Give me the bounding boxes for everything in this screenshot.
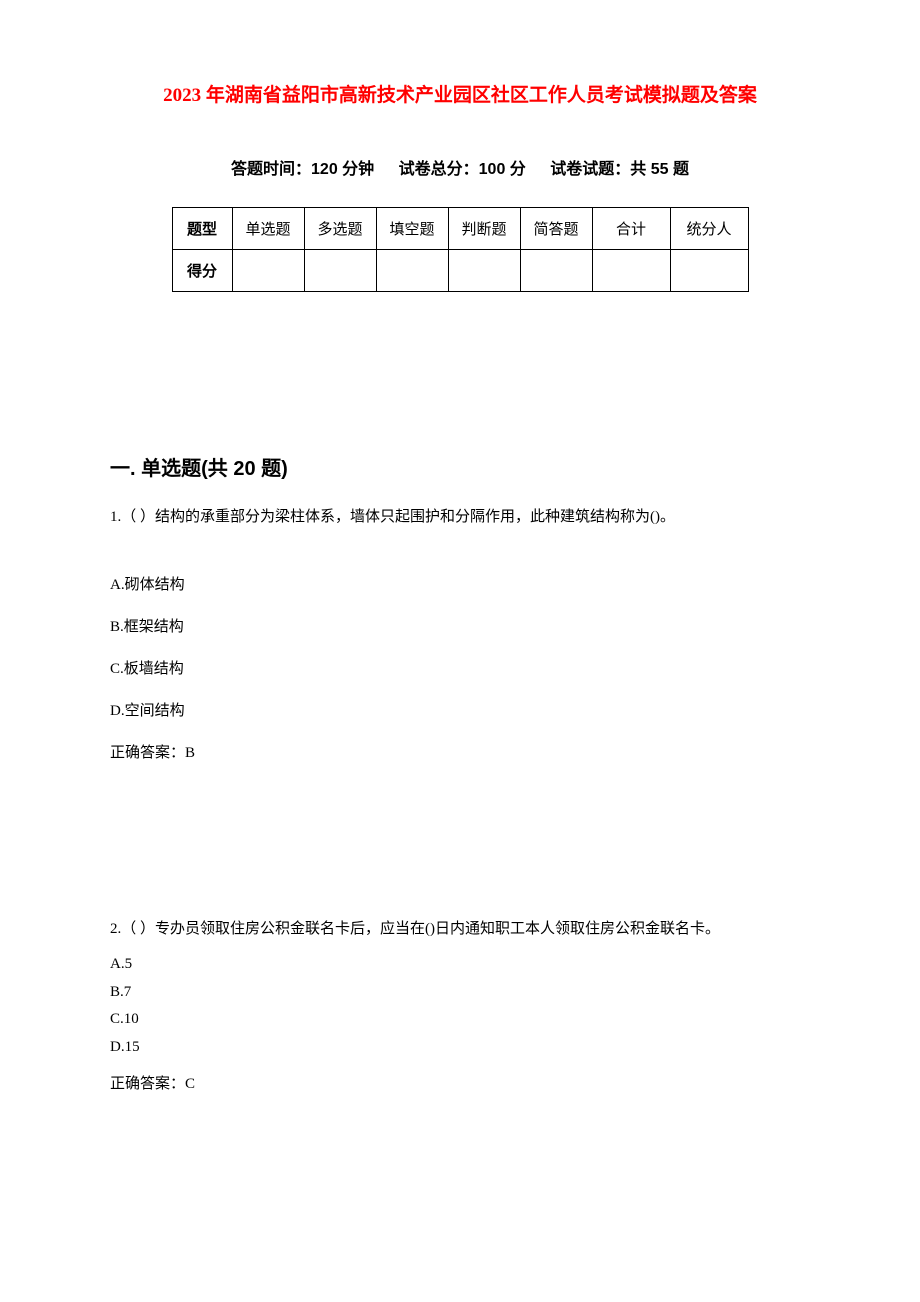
score-cell [520,250,592,292]
header-fill: 填空题 [376,208,448,250]
score-cell [304,250,376,292]
score-cell [670,250,748,292]
q2-answer: 正确答案：C [110,1072,810,1096]
header-multi: 多选题 [304,208,376,250]
header-type: 题型 [172,208,232,250]
document-title: 2023 年湖南省益阳市高新技术产业园区社区工作人员考试模拟题及答案 [110,80,810,107]
score-cell [592,250,670,292]
table-header-row: 题型 单选题 多选题 填空题 判断题 简答题 合计 统分人 [172,208,748,250]
table-score-row: 得分 [172,250,748,292]
q2-option-a: A.5 [110,952,810,978]
q1-text: 1.（ ）结构的承重部分为梁柱体系，墙体只起围护和分隔作用，此种建筑结构称为()… [110,505,810,529]
question-1: 1.（ ）结构的承重部分为梁柱体系，墙体只起围护和分隔作用，此种建筑结构称为()… [110,505,810,765]
score-label: 得分 [172,250,232,292]
header-scorer: 统分人 [670,208,748,250]
q1-option-a: A.砌体结构 [110,573,810,597]
score-cell [448,250,520,292]
q2-option-d: D.15 [110,1035,810,1061]
q2-option-c: C.10 [110,1007,810,1033]
header-judge: 判断题 [448,208,520,250]
header-short: 简答题 [520,208,592,250]
q2-option-b: B.7 [110,980,810,1006]
header-total: 合计 [592,208,670,250]
q1-option-d: D.空间结构 [110,699,810,723]
q1-option-c: C.板墙结构 [110,657,810,681]
q1-answer: 正确答案：B [110,741,810,765]
q1-option-b: B.框架结构 [110,615,810,639]
question-2: 2.（ ）专办员领取住房公积金联名卡后，应当在()日内通知职工本人领取住房公积金… [110,913,810,1096]
score-cell [376,250,448,292]
section-1-heading: 一. 单选题(共 20 题) [110,452,810,481]
question-count: 试卷试题：共 55 题 [550,161,689,178]
score-cell [232,250,304,292]
time-limit: 答题时间：120 分钟 [231,161,374,178]
score-table: 题型 单选题 多选题 填空题 判断题 简答题 合计 统分人 得分 [172,207,749,292]
header-single: 单选题 [232,208,304,250]
total-score: 试卷总分：100 分 [399,161,526,178]
exam-meta: 答题时间：120 分钟 试卷总分：100 分 试卷试题：共 55 题 [110,155,810,179]
q2-text: 2.（ ）专办员领取住房公积金联名卡后，应当在()日内通知职工本人领取住房公积金… [110,913,810,946]
